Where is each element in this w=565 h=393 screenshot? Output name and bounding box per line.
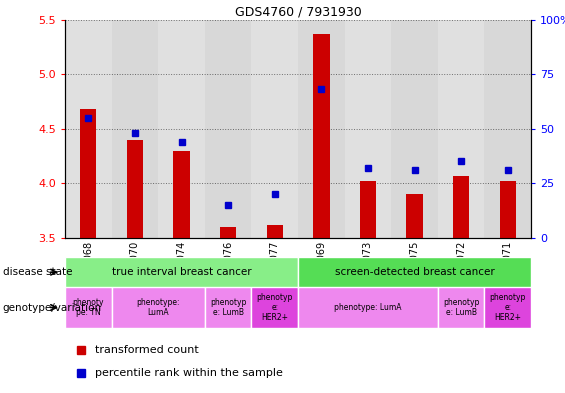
Text: phenoty
pe: TN: phenoty pe: TN [72, 298, 104, 317]
Text: phenotyp
e: LumB: phenotyp e: LumB [210, 298, 246, 317]
Bar [438, 287, 485, 328]
Text: phenotyp
e:
HER2+: phenotyp e: HER2+ [490, 293, 526, 322]
Bar [298, 287, 438, 328]
Bar [251, 287, 298, 328]
Bar [485, 287, 531, 328]
Text: phenotype:
LumA: phenotype: LumA [137, 298, 180, 317]
Bar [392, 20, 438, 238]
Bar [313, 34, 329, 238]
Bar [298, 20, 345, 238]
Bar [112, 20, 158, 238]
Bar [499, 181, 516, 238]
Bar [267, 225, 283, 238]
Bar [158, 20, 205, 238]
Bar [220, 227, 236, 238]
Text: percentile rank within the sample: percentile rank within the sample [95, 368, 283, 378]
Text: screen-detected breast cancer: screen-detected breast cancer [334, 267, 494, 277]
Text: phenotyp
e: LumB: phenotyp e: LumB [443, 298, 479, 317]
Bar [345, 20, 392, 238]
Bar [406, 194, 423, 238]
Title: GDS4760 / 7931930: GDS4760 / 7931930 [234, 6, 362, 18]
Bar [65, 287, 112, 328]
Bar [127, 140, 143, 238]
Bar [485, 20, 531, 238]
Bar [173, 151, 190, 238]
Bar [251, 20, 298, 238]
Text: true interval breast cancer: true interval breast cancer [112, 267, 251, 277]
Text: transformed count: transformed count [95, 345, 199, 355]
Bar [65, 257, 298, 287]
Bar [438, 20, 485, 238]
Text: disease state: disease state [3, 267, 72, 277]
Text: phenotyp
e:
HER2+: phenotyp e: HER2+ [257, 293, 293, 322]
Bar [360, 181, 376, 238]
Bar [453, 176, 470, 238]
Bar [205, 287, 251, 328]
Bar [80, 109, 97, 238]
Bar [205, 20, 251, 238]
Bar [298, 257, 531, 287]
Text: genotype/variation: genotype/variation [3, 303, 102, 312]
Bar [65, 20, 112, 238]
Text: phenotype: LumA: phenotype: LumA [334, 303, 402, 312]
Bar [112, 287, 205, 328]
